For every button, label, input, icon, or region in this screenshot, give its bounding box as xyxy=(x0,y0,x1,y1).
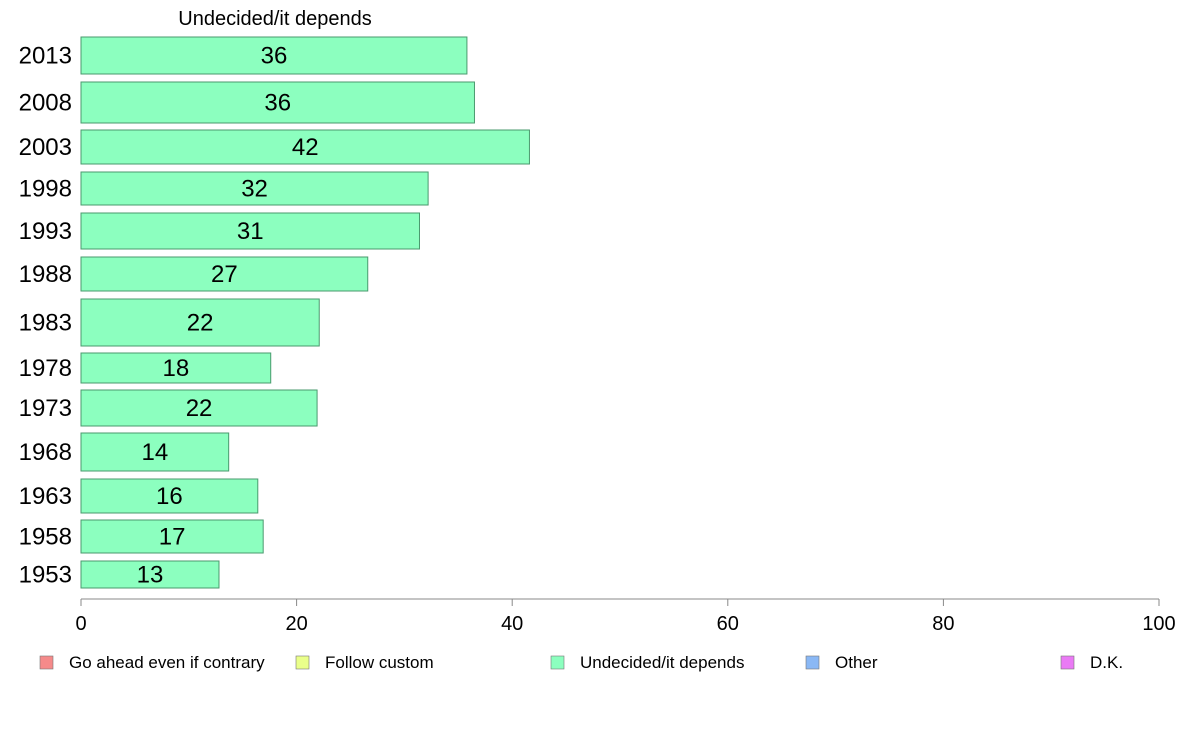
category-label: 1968 xyxy=(19,439,72,466)
category-label: 1988 xyxy=(19,261,72,288)
bar-1968 xyxy=(80,432,230,472)
bar-value-label: 27 xyxy=(211,261,238,288)
category-label: 1958 xyxy=(19,524,72,551)
bar-1998 xyxy=(80,171,429,206)
bar-value-label: 17 xyxy=(159,524,186,551)
category-label: 1983 xyxy=(19,310,72,337)
bar-2013 xyxy=(80,36,468,75)
bar-1988 xyxy=(80,256,369,292)
bar-2008 xyxy=(80,81,475,124)
bar-value-label: 32 xyxy=(241,176,268,203)
category-label: 1978 xyxy=(19,355,72,382)
legend-label: Follow custom xyxy=(325,653,434,672)
bar-value-label: 22 xyxy=(186,395,213,422)
bar-1958 xyxy=(80,519,264,554)
bar-value-label: 42 xyxy=(292,134,319,161)
category-label: 2003 xyxy=(19,134,72,161)
legend-swatch xyxy=(295,655,310,670)
legend-swatch xyxy=(39,655,54,670)
x-tick-label: 100 xyxy=(1142,613,1175,635)
bar-1983 xyxy=(80,298,320,347)
legend: Go ahead even if contrary Follow custom Un… xyxy=(39,653,1123,672)
bar-2003 xyxy=(80,129,530,165)
bar-value-label: 36 xyxy=(261,43,288,70)
category-label: 1993 xyxy=(19,218,72,245)
bar-value-label: 31 xyxy=(237,218,264,245)
category-label: 1953 xyxy=(19,562,72,589)
x-tick-label: 0 xyxy=(75,613,86,635)
category-label: 1998 xyxy=(19,176,72,203)
bar-value-label: 22 xyxy=(187,310,214,337)
legend-swatch xyxy=(1060,655,1075,670)
bars-layer: 36 2013 36 2008 42 2003 32 1998 31 1993 27 1988 22 19… xyxy=(19,36,530,589)
bar-value-label: 18 xyxy=(163,355,190,382)
legend-swatch xyxy=(805,655,820,670)
category-label: 2013 xyxy=(19,43,72,70)
bar-value-label: 36 xyxy=(264,90,291,117)
x-tick-label: 60 xyxy=(717,613,739,635)
bar-1993 xyxy=(80,212,420,250)
legend-label: Other xyxy=(835,653,878,672)
bar-1978 xyxy=(80,352,272,384)
x-tick-label: 40 xyxy=(501,613,523,635)
legend-swatch xyxy=(550,655,565,670)
legend-label: Go ahead even if contrary xyxy=(69,653,265,672)
x-tick-label: 80 xyxy=(932,613,954,635)
bar-value-label: 14 xyxy=(141,439,168,466)
category-label: 1963 xyxy=(19,483,72,510)
legend-label: Undecided/it depends xyxy=(580,653,744,672)
chart-title: Undecided/it depends xyxy=(178,8,371,30)
category-label: 2008 xyxy=(19,90,72,117)
bar-value-label: 13 xyxy=(137,562,164,589)
bar-1963 xyxy=(80,478,259,514)
x-tick-label: 20 xyxy=(285,613,307,635)
bar-1953 xyxy=(80,560,220,589)
bar-1973 xyxy=(80,389,318,427)
x-axis: 0 20 40 60 80 100 xyxy=(75,598,1176,635)
bar-value-label: 16 xyxy=(156,483,183,510)
legend-label: D.K. xyxy=(1090,653,1123,672)
category-label: 1973 xyxy=(19,395,72,422)
